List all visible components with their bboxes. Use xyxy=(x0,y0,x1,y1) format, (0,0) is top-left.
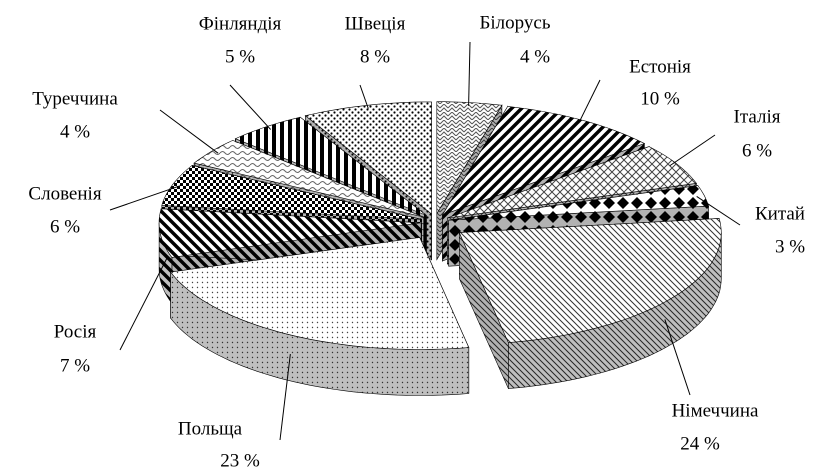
slice xyxy=(193,140,424,218)
value-label: 4 % xyxy=(60,121,90,142)
category-label: Росія xyxy=(54,321,97,342)
category-label: Туреччина xyxy=(32,88,118,109)
leader-line xyxy=(359,84,369,109)
leader-line xyxy=(468,41,471,106)
leader-line xyxy=(159,109,219,154)
category-label: Італія xyxy=(734,106,781,127)
slice xyxy=(448,185,710,221)
value-label: 10 % xyxy=(640,88,680,109)
slice xyxy=(458,218,722,343)
value-label: 6 % xyxy=(50,216,80,237)
value-label: 5 % xyxy=(225,46,255,67)
slice xyxy=(436,101,503,215)
slice-wall-shade xyxy=(459,232,509,389)
slice-side-shade xyxy=(170,272,469,396)
value-label: 4 % xyxy=(520,46,550,67)
slice xyxy=(158,208,422,258)
leader-line xyxy=(696,196,741,226)
category-label: Китай xyxy=(755,203,805,224)
leader-line xyxy=(664,319,691,396)
category-label: Словенія xyxy=(28,183,101,204)
category-label: Білорусь xyxy=(479,12,550,33)
leader-line xyxy=(109,185,181,211)
value-label: 3 % xyxy=(775,236,805,257)
leader-line xyxy=(279,353,291,441)
slice xyxy=(234,116,427,216)
slice-side-shade xyxy=(508,232,722,389)
slice xyxy=(161,165,422,220)
leader-line xyxy=(119,255,169,351)
slice xyxy=(170,237,470,350)
slice xyxy=(304,101,432,215)
category-label: Польща xyxy=(178,418,243,439)
value-label: 24 % xyxy=(680,433,720,454)
value-label: 7 % xyxy=(60,355,90,376)
slice xyxy=(441,106,646,216)
category-label: Німеччина xyxy=(672,400,759,421)
category-label: Швеція xyxy=(345,13,406,34)
category-label: Естонія xyxy=(629,56,691,77)
value-label: 8 % xyxy=(360,46,390,67)
value-label: 6 % xyxy=(742,140,772,161)
leader-line xyxy=(669,134,716,167)
value-label: 23 % xyxy=(220,450,260,470)
labels: Білорусь 4 % Естонія 10 % Італія 6 % Китай 3 % Н… xyxy=(28,12,805,470)
leader-line xyxy=(229,84,272,130)
slice xyxy=(447,146,697,219)
slice-side-shade xyxy=(159,222,172,304)
leader-line xyxy=(578,79,601,124)
category-label: Фінляндія xyxy=(199,13,282,34)
pie xyxy=(158,101,722,396)
